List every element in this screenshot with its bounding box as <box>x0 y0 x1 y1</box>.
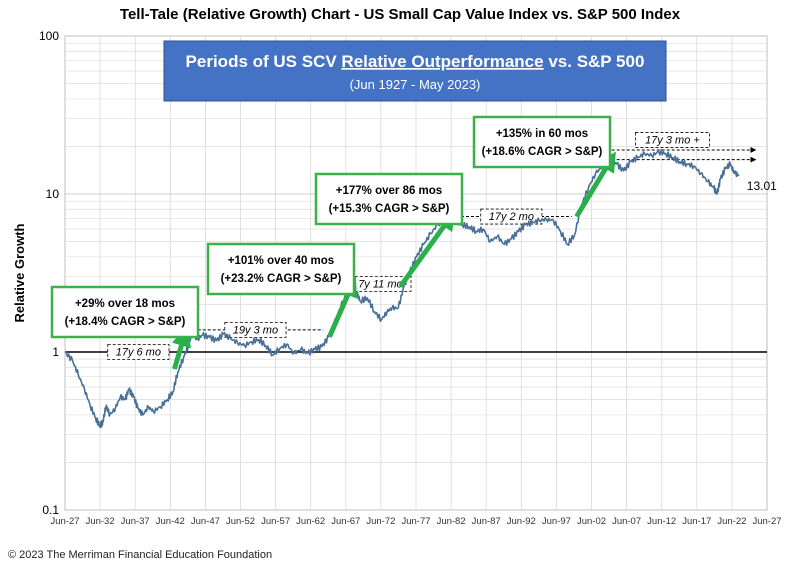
flat-period-label: 7y 11 mo <box>358 278 402 290</box>
banner-title-underlined: Relative Outperformance <box>341 52 543 71</box>
flat-period-label: 17y 3 mo + <box>645 134 700 146</box>
flat-period: 19y 3 mo <box>187 321 324 338</box>
banner-title-prefix: Periods of US SCV <box>186 52 342 71</box>
gain-label-line2: (+18.6% CAGR > S&P) <box>482 146 603 158</box>
flat-period-label: 17y 6 mo <box>116 347 161 359</box>
flat-period: 17y 3 mo + <box>611 132 757 163</box>
x-tick-label: Jun-02 <box>577 516 606 527</box>
copyright-footer: © 2023 The Merriman Financial Education … <box>8 549 272 561</box>
gain-label-line2: (+23.2% CAGR > S&P) <box>221 273 342 285</box>
x-tick-label: Jun-07 <box>612 516 641 527</box>
flat-period: 7y 11 mo <box>349 275 412 292</box>
banner-box <box>163 40 667 102</box>
flat-period: 17y 6 mo <box>65 344 188 360</box>
flat-period-box <box>349 275 412 292</box>
y-tick-label: 1 <box>52 345 59 359</box>
gain-arrow <box>171 326 192 370</box>
flat-period-box <box>107 344 170 360</box>
gain-label-line1: +29% over 18 mos <box>75 298 175 310</box>
banner-subtitle: (Jun 1927 - May 2023) <box>350 77 481 92</box>
x-tick-label: Jun-47 <box>191 516 220 527</box>
x-tick-label: Jun-62 <box>296 516 325 527</box>
series-line <box>64 149 740 429</box>
gain-box <box>472 115 612 169</box>
flat-period-box <box>480 208 543 225</box>
y-tick-label: 10 <box>46 187 60 201</box>
x-tick-label: Jun-22 <box>717 516 746 527</box>
y-tick-labels: 0.1 1 10 100 <box>39 29 59 517</box>
flat-period-label: 19y 3 mo <box>233 324 278 336</box>
end-value-label: 13.01 <box>747 179 777 193</box>
gain-box <box>206 242 356 296</box>
x-tick-label: Jun-32 <box>86 516 115 527</box>
banner-title-suffix: vs. S&P 500 <box>544 52 645 71</box>
banner-title: Periods of US SCV Relative Outperformanc… <box>186 52 645 71</box>
gain-box <box>314 172 464 226</box>
gain-label-line1: +101% over 40 mos <box>228 255 334 267</box>
x-tick-label: Jun-87 <box>472 516 501 527</box>
gain-box <box>50 285 200 339</box>
x-tick-label: Jun-82 <box>437 516 466 527</box>
flat-period-box <box>224 321 287 338</box>
x-tick-label: Jun-27 <box>50 516 79 527</box>
grid-lines <box>65 36 767 510</box>
x-tick-label: Jun-97 <box>542 516 571 527</box>
x-tick-label: Jun-92 <box>507 516 536 527</box>
gain-label-line1: +135% in 60 mos <box>496 128 588 140</box>
flat-period-box <box>635 132 710 148</box>
x-tick-label: Jun-27 <box>752 516 781 527</box>
x-tick-label: Jun-77 <box>401 516 430 527</box>
gain-period: +177% over 86 mos (+15.3% CAGR > S&P) <box>314 172 464 288</box>
x-tick-label: Jun-17 <box>682 516 711 527</box>
x-tick-label: Jun-37 <box>121 516 150 527</box>
flat-periods: 17y 6 mo 19y 3 mo 7y 11 mo 17y 2 mo 17y 3 mo… <box>65 132 757 360</box>
y-axis-label: Relative Growth <box>12 223 27 322</box>
gain-period: +29% over 18 mos (+18.4% CAGR > S&P) <box>50 285 200 370</box>
y-tick-label: 100 <box>39 29 59 43</box>
flat-period-label: 17y 2 mo <box>489 211 534 223</box>
x-tick-label: Jun-42 <box>156 516 185 527</box>
gain-label-line2: (+18.4% CAGR > S&P) <box>65 316 186 328</box>
gain-period: +101% over 40 mos (+23.2% CAGR > S&P) <box>206 242 358 338</box>
chart-title: Tell-Tale (Relative Growth) Chart - US S… <box>120 6 681 23</box>
x-tick-label: Jun-12 <box>647 516 676 527</box>
banner: Periods of US SCV Relative Outperformanc… <box>163 40 667 102</box>
x-tick-labels: Jun-27 Jun-32 Jun-37 Jun-42 Jun-47 Jun-52 Jun-… <box>50 516 781 527</box>
x-tick-label: Jun-52 <box>226 516 255 527</box>
gain-label-line2: (+15.3% CAGR > S&P) <box>329 203 450 215</box>
x-tick-label: Jun-67 <box>331 516 360 527</box>
y-tick-label: 0.1 <box>42 503 59 517</box>
x-tick-label: Jun-57 <box>261 516 290 527</box>
gain-arrow <box>398 210 456 288</box>
flat-period: 17y 2 mo <box>450 208 572 225</box>
gain-period: +135% in 60 mos (+18.6% CAGR > S&P) <box>472 115 616 218</box>
gain-periods: +29% over 18 mos (+18.4% CAGR > S&P) +101%… <box>50 115 616 370</box>
x-tick-label: Jun-72 <box>366 516 395 527</box>
gain-label-line1: +177% over 86 mos <box>336 185 442 197</box>
